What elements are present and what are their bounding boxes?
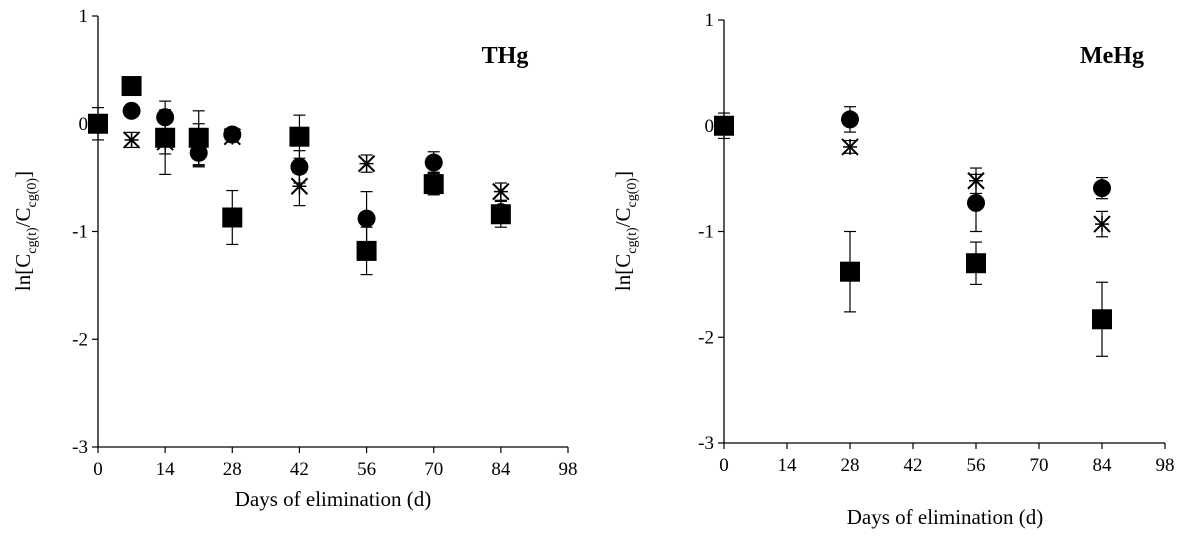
y-tick-label: 0 xyxy=(705,116,715,137)
asterisk-point xyxy=(156,109,174,175)
x-tick-label: 70 xyxy=(1030,455,1049,476)
square-point xyxy=(121,76,142,97)
x-tick-label: 98 xyxy=(1156,455,1175,476)
circle-point xyxy=(424,151,443,174)
asterisk-point xyxy=(967,167,985,195)
square-point xyxy=(966,241,986,285)
circle-point xyxy=(1093,176,1111,200)
circle-point xyxy=(841,106,859,133)
y-tick-label: -2 xyxy=(698,327,714,348)
asterisk-point xyxy=(715,117,733,135)
x-tick-label: 84 xyxy=(491,459,511,480)
square-point xyxy=(1092,281,1112,357)
y-tick-label: -3 xyxy=(698,433,714,454)
asterisk-point xyxy=(841,138,859,156)
y-tick-label: -2 xyxy=(72,329,88,350)
y-axis-label: ln[Ccg(t)/Ccg(0)] xyxy=(611,171,640,291)
asterisk-point xyxy=(425,171,443,195)
x-tick-label: 28 xyxy=(841,455,860,476)
panel-title: MeHg xyxy=(1080,43,1144,69)
x-tick-label: 84 xyxy=(1093,455,1113,476)
y-tick-label: -1 xyxy=(698,222,714,243)
y-tick-label: 1 xyxy=(705,10,715,31)
x-tick-label: 28 xyxy=(223,459,242,480)
x-tick-label: 70 xyxy=(424,459,443,480)
asterisk-point xyxy=(89,115,107,133)
y-tick-label: -3 xyxy=(72,437,88,458)
x-tick-label: 42 xyxy=(904,455,923,476)
x-tick-label: 56 xyxy=(357,459,376,480)
asterisk-point xyxy=(190,123,208,168)
x-tick-label: 0 xyxy=(719,455,729,476)
asterisk-point xyxy=(492,182,510,201)
asterisk-point xyxy=(290,166,309,207)
x-tick-label: 0 xyxy=(93,459,103,480)
circle-point xyxy=(122,101,141,120)
x-tick-label: 14 xyxy=(778,455,798,476)
square-point xyxy=(840,230,860,313)
asterisk-point xyxy=(122,131,141,149)
x-tick-label: 56 xyxy=(967,455,986,476)
asterisk-point xyxy=(1093,210,1111,238)
x-tick-label: 98 xyxy=(559,459,578,480)
x-axis-label: Days of elimination (d) xyxy=(235,487,432,511)
x-axis-label: Days of elimination (d) xyxy=(847,505,1044,529)
x-tick-label: 14 xyxy=(156,459,176,480)
asterisk-point xyxy=(357,154,376,173)
y-tick-label: 1 xyxy=(79,6,89,27)
x-tick-label: 42 xyxy=(290,459,309,480)
y-tick-label: 0 xyxy=(79,114,89,135)
circle-point xyxy=(357,191,376,247)
y-axis-label: ln[Ccg(t)/Ccg(0)] xyxy=(11,171,40,291)
y-tick-label: -1 xyxy=(72,222,88,243)
square-point xyxy=(222,189,243,246)
circle-point xyxy=(491,200,510,224)
panel-title: THg xyxy=(482,43,529,69)
asterisk-point xyxy=(223,127,241,146)
